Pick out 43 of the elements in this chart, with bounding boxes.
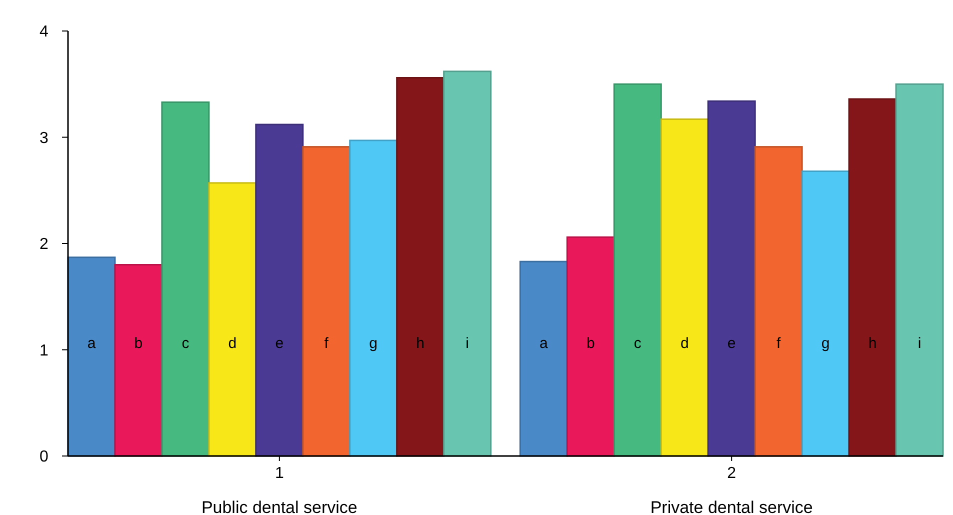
bar <box>349 140 398 457</box>
series-label: f <box>776 335 782 352</box>
y-tick-label: 0 <box>40 448 49 466</box>
bar <box>660 118 709 457</box>
text: i <box>466 335 469 352</box>
series-label: b <box>134 335 143 352</box>
text: h <box>416 335 425 352</box>
text: e <box>275 335 284 352</box>
text: c <box>182 335 190 352</box>
series-label: i <box>918 335 922 352</box>
series-label: d <box>228 335 237 352</box>
bar <box>801 170 850 457</box>
text: g <box>821 335 830 352</box>
bar <box>613 83 662 457</box>
bar <box>208 182 257 457</box>
bar <box>302 146 351 457</box>
bar <box>707 100 756 457</box>
series-label: e <box>727 335 736 352</box>
bar <box>848 98 897 457</box>
bar <box>255 124 304 457</box>
series-label: h <box>868 335 877 352</box>
text: a <box>540 335 548 352</box>
y-tick-label: 1 <box>40 342 49 360</box>
y-tick-label: 2 <box>40 236 49 254</box>
text: f <box>324 335 328 352</box>
bar <box>396 77 445 457</box>
text: Private dental service <box>650 498 813 515</box>
bar <box>519 260 568 457</box>
bar <box>895 83 944 457</box>
y-tick-label: 4 <box>40 24 49 41</box>
bar <box>443 70 492 457</box>
series-label: g <box>369 335 378 352</box>
y-tick-label: 3 <box>40 130 49 147</box>
bar <box>161 101 210 457</box>
text: b <box>586 335 595 352</box>
text: d <box>680 335 689 352</box>
bar <box>114 264 163 457</box>
bar <box>566 236 615 457</box>
series-label: a <box>87 335 96 352</box>
text: Public dental service <box>201 498 358 515</box>
series-label: c <box>634 335 642 352</box>
bar <box>754 146 803 457</box>
bar <box>67 256 116 457</box>
